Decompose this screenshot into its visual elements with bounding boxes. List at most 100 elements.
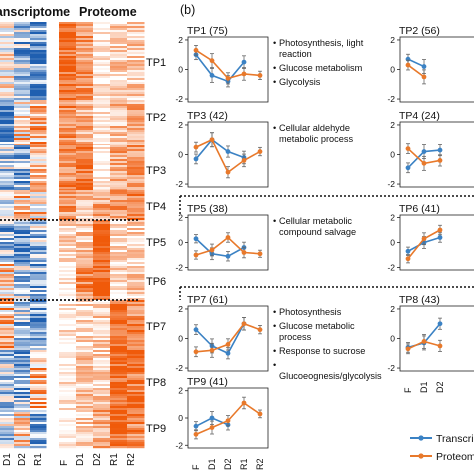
heatmap-cell xyxy=(59,48,77,51)
y-tick-label: 2 xyxy=(390,304,395,314)
heatmap-cell xyxy=(93,284,111,287)
heatmap-cell xyxy=(59,340,77,343)
heatmap-cell xyxy=(59,128,77,131)
heatmap-cell xyxy=(127,90,145,93)
heatmap-cell xyxy=(110,42,128,45)
data-point xyxy=(437,343,443,349)
heatmap-cell xyxy=(93,64,111,67)
heatmap-cell xyxy=(59,167,77,170)
heatmap-cell xyxy=(0,446,15,449)
heatmap-cell xyxy=(0,159,15,162)
heatmap-cell xyxy=(110,274,128,277)
heatmap-cell xyxy=(110,352,128,355)
heatmap-cell xyxy=(14,30,31,33)
heatmap-cell xyxy=(59,376,77,379)
heatmap-cell xyxy=(14,428,31,431)
heatmap-cell xyxy=(30,266,47,269)
heatmap-cell xyxy=(76,226,94,229)
data-point xyxy=(209,137,215,143)
x-tick-label: F xyxy=(191,464,201,470)
heatmap-cell xyxy=(14,258,31,261)
heatmap-cell xyxy=(59,155,77,158)
heatmap-cell xyxy=(127,102,145,105)
heatmap-cell xyxy=(127,352,145,355)
heatmap-cell xyxy=(0,84,15,87)
heatmap-cell xyxy=(0,274,15,277)
heatmap-cell xyxy=(110,332,128,335)
heatmap-cell xyxy=(76,274,94,277)
data-point xyxy=(225,169,231,175)
heatmap-cell xyxy=(76,76,94,79)
heatmap-cell xyxy=(14,368,31,371)
heatmap-cell xyxy=(0,167,15,170)
heatmap-cell xyxy=(76,145,94,148)
heatmap-cell xyxy=(59,246,77,249)
heatmap-cell xyxy=(76,376,94,379)
heatmap-cell xyxy=(59,78,77,81)
heatmap-cell xyxy=(30,262,47,265)
heatmap-cell xyxy=(110,342,128,345)
heatmap-cell xyxy=(30,278,47,281)
heatmap-cell xyxy=(76,132,94,135)
heatmap-cell xyxy=(14,252,31,255)
heatmap-cell xyxy=(59,28,77,31)
heatmap-cell xyxy=(30,171,47,174)
heatmap-cell xyxy=(76,348,94,351)
heatmap-cell xyxy=(127,62,145,65)
heatmap-cell xyxy=(30,128,47,131)
heatmap-cell xyxy=(127,242,145,245)
heatmap-cell xyxy=(76,34,94,37)
heatmap-cell xyxy=(127,179,145,182)
heatmap-cell xyxy=(127,228,145,231)
heatmap-cell xyxy=(127,334,145,337)
heatmap-cell xyxy=(59,438,77,441)
heatmap-cell xyxy=(59,344,77,347)
heatmap-cell xyxy=(93,374,111,377)
heatmap-cell xyxy=(59,324,77,327)
heatmap-cell xyxy=(14,354,31,357)
heatmap-cell xyxy=(93,318,111,321)
heatmap-cell xyxy=(59,190,77,193)
heatmap-cell xyxy=(30,212,47,215)
heatmap-cell xyxy=(59,352,77,355)
heatmap-cell xyxy=(0,56,15,59)
heatmap-cell xyxy=(14,278,31,281)
heatmap-cell xyxy=(14,110,31,113)
heatmap-cell xyxy=(127,290,145,293)
heatmap-cell xyxy=(0,296,15,299)
heatmap-cell xyxy=(59,420,77,423)
data-point xyxy=(225,418,231,424)
heatmap-cell xyxy=(30,92,47,95)
heatmap-cell xyxy=(0,58,15,61)
heatmap-cell xyxy=(30,438,47,441)
heatmap-cell xyxy=(0,216,15,219)
heatmap-cell xyxy=(76,258,94,261)
heatmap-cell xyxy=(76,260,94,263)
heatmap-cell xyxy=(0,404,15,407)
heatmap-cell xyxy=(0,204,15,207)
data-point xyxy=(209,58,215,64)
heatmap-cell xyxy=(93,250,111,253)
heatmap-cell xyxy=(30,169,47,172)
heatmap-cell xyxy=(76,288,94,291)
heatmap-cell xyxy=(0,50,15,53)
heatmap-cell xyxy=(93,202,111,205)
heatmap-cell xyxy=(0,248,15,251)
heatmap-cell xyxy=(93,328,111,331)
heatmap-cell xyxy=(127,78,145,81)
heatmap-cell xyxy=(14,398,31,401)
heatmap-cell xyxy=(59,147,77,150)
heatmap-cell xyxy=(14,362,31,365)
heatmap-cell xyxy=(76,306,94,309)
heatmap-cell xyxy=(14,214,31,217)
heatmap-cell xyxy=(30,234,47,237)
heatmap-cell xyxy=(14,446,31,449)
heatmap-cell xyxy=(127,169,145,172)
heatmap-cell xyxy=(14,272,31,275)
heatmap-cell xyxy=(127,177,145,180)
annotation-bullet: • xyxy=(273,307,276,317)
heatmap-cell xyxy=(110,324,128,327)
heatmap-cell xyxy=(76,356,94,359)
heatmap-cell xyxy=(0,153,15,156)
heatmap-cell xyxy=(59,316,77,319)
